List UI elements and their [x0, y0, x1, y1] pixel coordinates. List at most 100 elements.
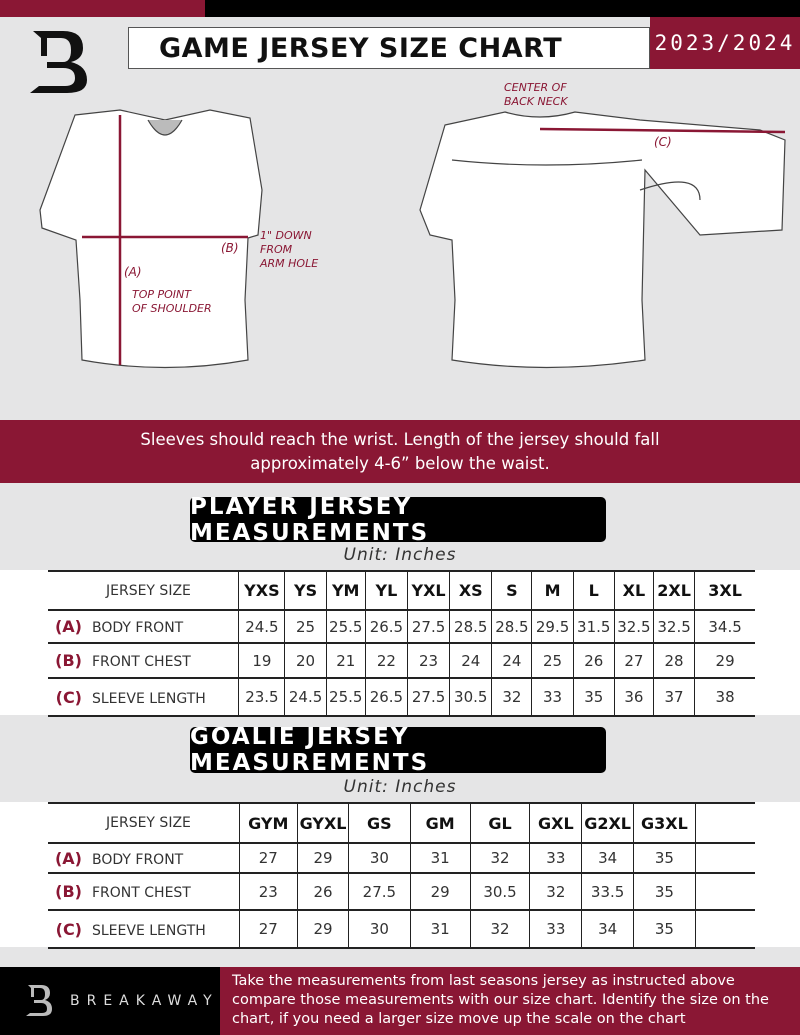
top-black-bar — [205, 0, 800, 17]
measurement-value: 32 — [491, 678, 532, 716]
measurement-value: 30.5 — [469, 873, 530, 910]
jersey-size-label: JERSEY SIZE — [106, 582, 191, 599]
measurement-value: 34.5 — [694, 610, 755, 643]
size-header: M — [531, 571, 574, 610]
measurement-value: 24 — [449, 643, 492, 678]
header-row: JERSEY SIZE GYM GYXL GS GM GL GXL G2XL G3XL — [48, 803, 755, 843]
player-size-table: JERSEY SIZE YXS YS YM YL YXL XS S M L XL 2XL 3XL (A) B… — [48, 570, 755, 717]
measurement-value: 30.5 — [449, 678, 492, 716]
player-unit: Unit: Inches — [343, 545, 457, 565]
size-header: L — [572, 571, 615, 610]
measurement-value: 30 — [348, 910, 411, 948]
measurement-label: (C) SLEEVE LENGTH — [48, 910, 239, 948]
measurement-value: 25.5 — [325, 678, 366, 716]
size-header: 2XL — [652, 571, 695, 610]
footer-instructions: Take the measurements from last seasons … — [220, 967, 800, 1035]
note-c: CENTER OF BACK NECK — [504, 81, 568, 108]
measurement-value: 30 — [348, 843, 411, 873]
measurement-value: 29 — [296, 910, 349, 948]
header-row: JERSEY SIZE YXS YS YM YL YXL XS S M L XL 2XL 3XL — [48, 571, 755, 610]
table-row: (C) SLEEVE LENGTH 23.5 24.5 25.5 26.5 27.5 30.5… — [48, 678, 755, 716]
measurement-label: (A) BODY FRONT — [48, 843, 239, 873]
measurement-value: 32 — [469, 843, 530, 873]
label-a: (A) — [124, 265, 142, 279]
size-header: YM — [325, 571, 366, 610]
measurement-name: FRONT CHEST — [92, 654, 191, 670]
measurement-key: (A) — [54, 848, 82, 868]
measurement-key: (B) — [55, 882, 82, 901]
measurement-value: 33 — [529, 843, 582, 873]
measurement-value: 22 — [364, 643, 408, 678]
measurement-value: 28.5 — [449, 610, 492, 643]
footer-brand: BREAKAWAY — [0, 967, 220, 1035]
jersey-size-label: JERSEY SIZE — [106, 815, 191, 831]
note-a: TOP POINT OF SHOULDER — [132, 288, 212, 315]
goalie-section-title: GOALIE JERSEY MEASUREMENTS — [190, 724, 606, 776]
measurement-value: 35 — [632, 873, 696, 910]
size-header: G3XL — [632, 803, 696, 843]
measurement-value: 35 — [632, 910, 696, 948]
measurement-name: BODY FRONT — [92, 620, 184, 636]
instruction-banner: Sleeves should reach the wrist. Length o… — [0, 420, 800, 483]
measurement-value: 34 — [581, 843, 634, 873]
size-header: YS — [284, 571, 327, 610]
footer-brand-name: BREAKAWAY — [70, 993, 219, 1009]
note-b: 1" DOWN FROM ARM HOLE — [260, 229, 319, 270]
measurement-value: 28.5 — [491, 610, 532, 643]
measurement-value: 27.5 — [406, 610, 450, 643]
measurement-value: 31 — [409, 843, 471, 873]
size-header: GS — [348, 803, 411, 843]
measurement-value: 26.5 — [364, 610, 408, 643]
measurement-value: 31 — [409, 910, 471, 948]
measurement-value: 23.5 — [238, 678, 285, 716]
measurement-key: (A) — [54, 617, 82, 636]
size-header: XS — [449, 571, 492, 610]
size-header: YXL — [406, 571, 450, 610]
measurement-value: 27 — [613, 643, 654, 678]
measurement-value: 19 — [238, 643, 285, 678]
measurement-value: 31.5 — [572, 610, 615, 643]
measurement-value: 32 — [469, 910, 530, 948]
measurement-value: 25 — [284, 610, 327, 643]
measurement-value: 27.5 — [406, 678, 450, 716]
measurement-value: 24.5 — [284, 678, 327, 716]
goalie-size-table: JERSEY SIZE GYM GYXL GS GM GL GXL G2XL G3XL (A) BO… — [48, 802, 755, 949]
measurement-value: 23 — [406, 643, 450, 678]
goalie-unit: Unit: Inches — [343, 777, 457, 797]
size-header: GM — [409, 803, 471, 843]
measurement-value: 21 — [325, 643, 366, 678]
measurement-value: 33.5 — [581, 873, 634, 910]
measurement-name: SLEEVE LENGTH — [92, 690, 206, 707]
measure-line-c — [539, 127, 786, 134]
measurement-value: 33 — [529, 910, 582, 948]
measurement-value: 26.5 — [364, 678, 408, 716]
measurement-value: 38 — [694, 678, 755, 716]
size-header: 3XL — [694, 571, 755, 610]
measurement-value: 36 — [613, 678, 654, 716]
size-header: GYXL — [296, 803, 349, 843]
size-header — [695, 803, 755, 843]
measurement-value: 32 — [529, 873, 582, 910]
measurement-name: SLEEVE LENGTH — [92, 922, 206, 939]
measurement-name: BODY FRONT — [92, 851, 184, 868]
size-header: GXL — [529, 803, 582, 843]
measurement-name: FRONT CHEST — [92, 885, 191, 901]
measurement-value: 29 — [409, 873, 471, 910]
measurement-value: 29 — [694, 643, 755, 678]
measurement-value: 29 — [296, 843, 349, 873]
table-row: (A) BODY FRONT 27 29 30 31 32 33 34 35 — [48, 843, 755, 873]
page-title: GAME JERSEY SIZE CHART — [128, 27, 650, 69]
label-c: (C) — [654, 135, 672, 149]
measurement-value: 32.5 — [613, 610, 654, 643]
measurement-value — [695, 843, 755, 873]
table-row: (B) FRONT CHEST 23 26 27.5 29 30.5 32 33.5 35 — [48, 873, 755, 910]
season-badge: 2023/2024 — [650, 17, 800, 69]
top-accent-bar — [0, 0, 205, 17]
measurement-key: (C) — [55, 919, 82, 939]
measurement-value: 25.5 — [325, 610, 366, 643]
measurement-value: 34 — [581, 910, 634, 948]
measurement-key: (C) — [55, 687, 82, 707]
size-header: YXS — [238, 571, 285, 610]
table-row: (C) SLEEVE LENGTH 27 29 30 31 32 33 34 35 — [48, 910, 755, 948]
table-row: (A) BODY FRONT 24.5 25 25.5 26.5 27.5 28.5 28.5 2… — [48, 610, 755, 643]
